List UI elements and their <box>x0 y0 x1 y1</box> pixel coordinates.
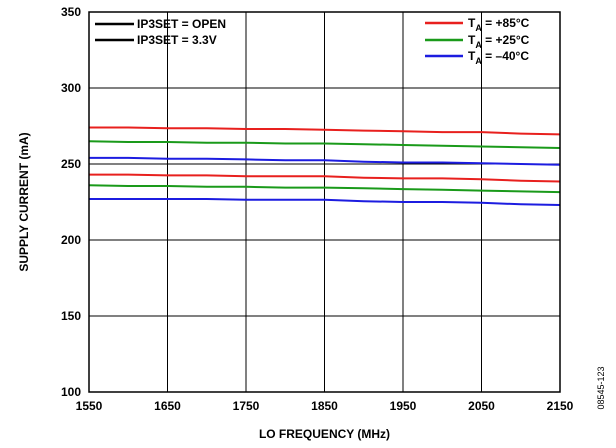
series-line-5 <box>89 198 561 206</box>
x-tick-label-1750: 1750 <box>233 399 260 413</box>
grid <box>89 12 560 392</box>
x-tick-label-1550: 1550 <box>76 399 103 413</box>
x-axis-title: LO FREQUENCY (MHz) <box>259 427 390 441</box>
x-tick-label-1650: 1650 <box>154 399 181 413</box>
temp-legend-label-1: TA = +25°C <box>468 33 530 50</box>
x-tick-label-2050: 2050 <box>468 399 495 413</box>
x-tick-label-2150: 2150 <box>547 399 574 413</box>
series-line-0 <box>89 126 561 136</box>
x-tick-labels: 1550 1650 1750 1850 1950 2050 2150 <box>76 399 574 413</box>
y-tick-label-250: 250 <box>61 157 81 171</box>
temp-legend-label-0: TA = +85°C <box>468 16 530 33</box>
series-line-3 <box>89 173 561 183</box>
y-tick-label-200: 200 <box>61 233 81 247</box>
temp-legend-label-2: TA = –40°C <box>468 49 529 66</box>
series-line-4 <box>88 184 561 194</box>
y-tick-label-100: 100 <box>61 385 81 399</box>
series-line-1 <box>88 140 561 149</box>
x-tick-label-1950: 1950 <box>390 399 417 413</box>
series-layer <box>88 126 561 206</box>
style-legend: IP3SET = OPEN IP3SET = 3.3V <box>95 17 226 47</box>
figure-id: 08545-123 <box>596 366 606 409</box>
plot-frame <box>88 11 561 393</box>
y-tick-label-300: 300 <box>61 81 81 95</box>
y-tick-label-150: 150 <box>61 309 81 323</box>
temperature-legend: TA = +85°CTA = +25°CTA = –40°C <box>425 16 530 66</box>
style-legend-label-open: IP3SET = OPEN <box>137 17 226 31</box>
style-legend-label-3v3: IP3SET = 3.3V <box>137 33 217 47</box>
x-tick-label-1850: 1850 <box>311 399 338 413</box>
y-tick-label-350: 350 <box>61 5 81 19</box>
y-tick-labels: 100 150 200 250 300 350 <box>61 5 81 399</box>
y-axis-title: SUPPLY CURRENT (mA) <box>17 132 31 271</box>
series-line-2 <box>89 156 561 166</box>
